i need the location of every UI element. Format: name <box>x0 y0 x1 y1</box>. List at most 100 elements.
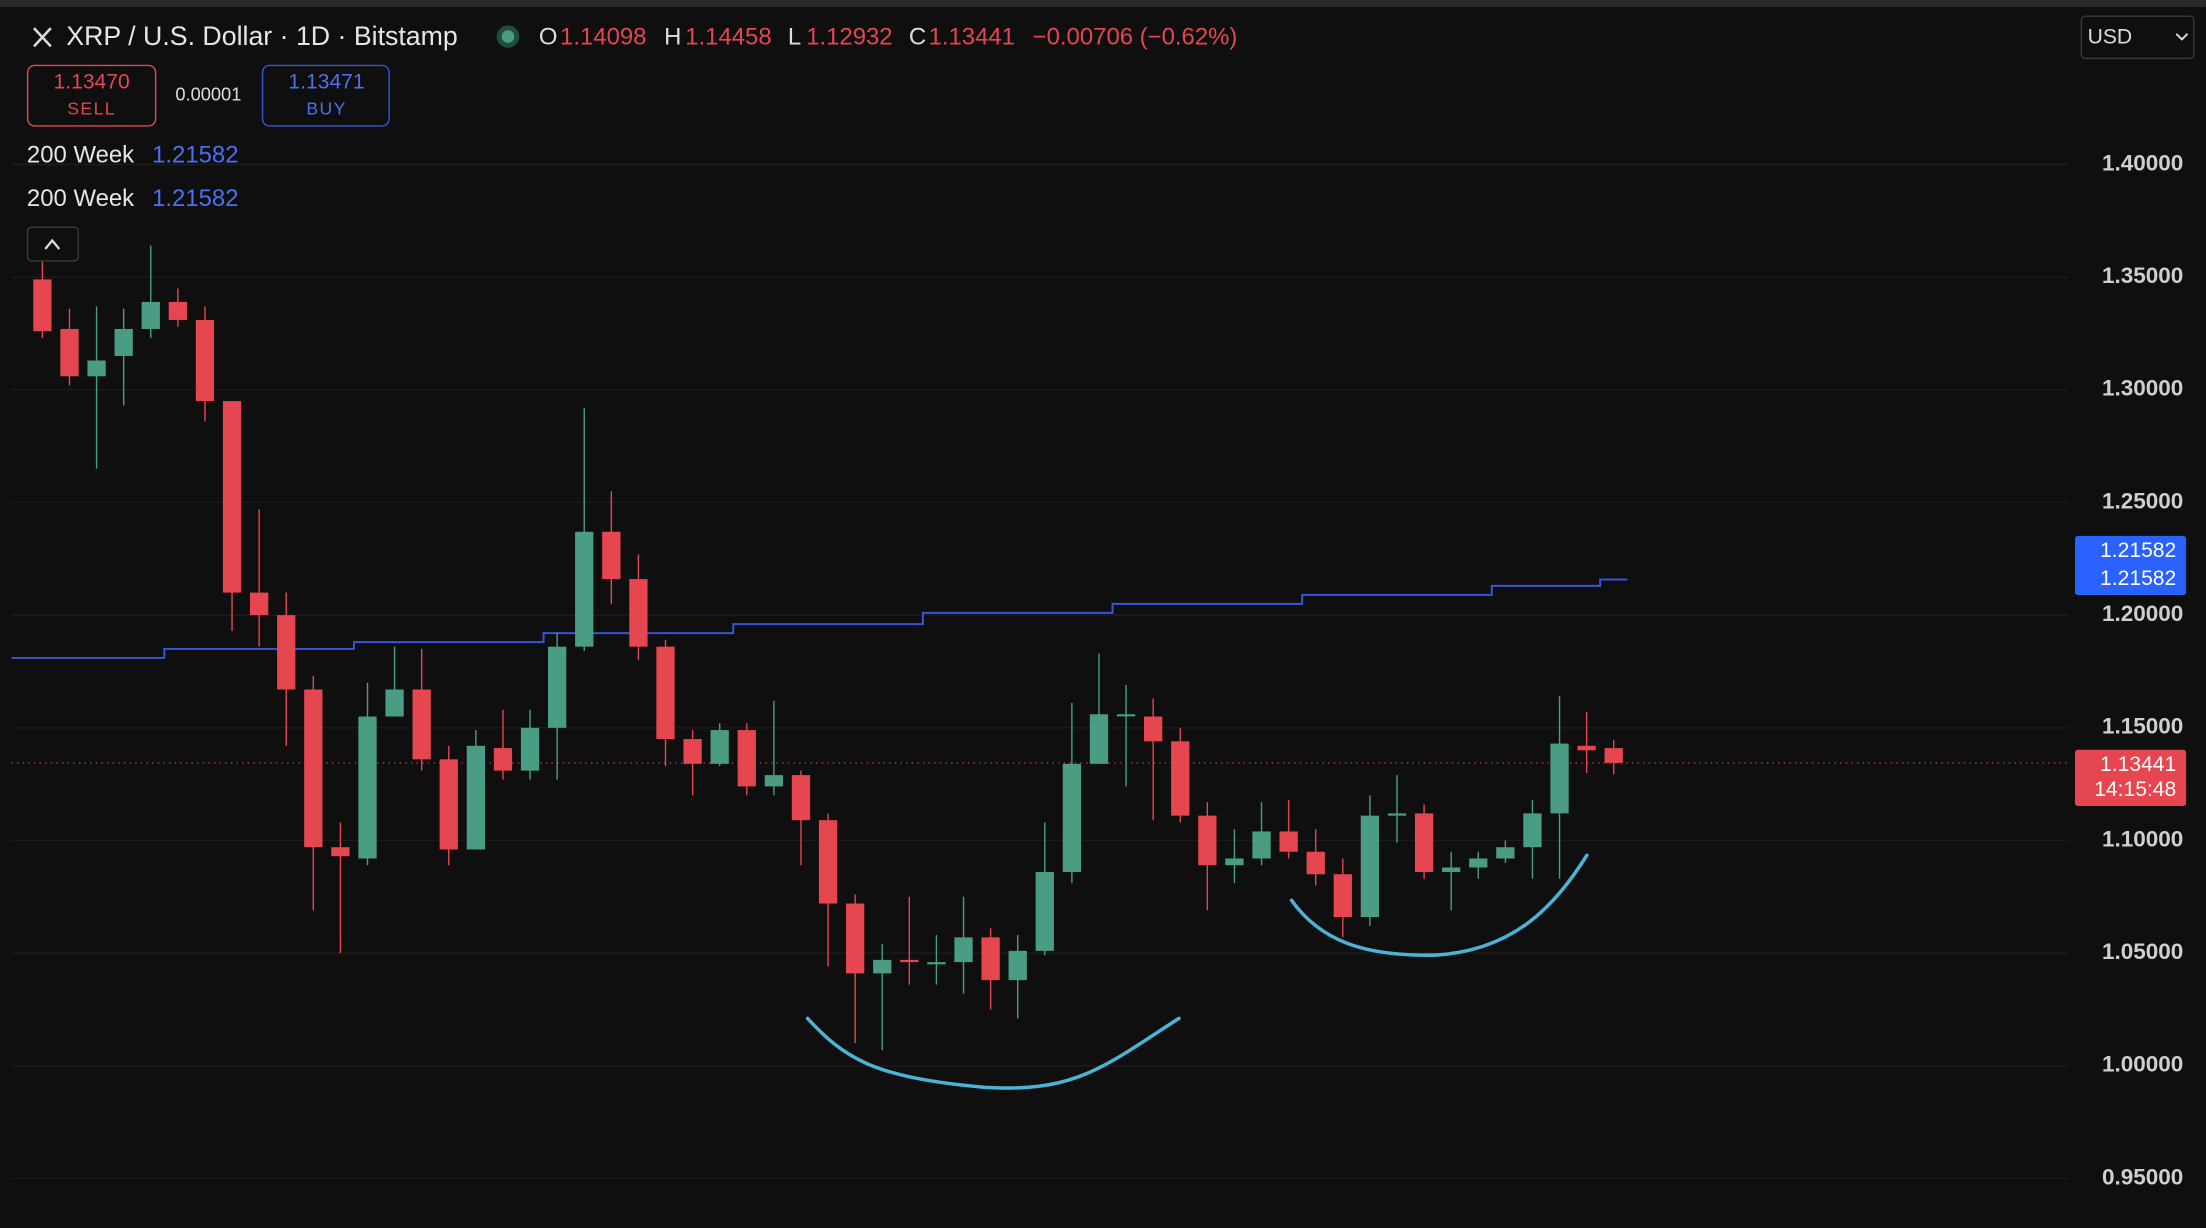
candle-body <box>1089 714 1109 764</box>
candle-body <box>818 820 838 904</box>
y-tick-label: 1.15000 <box>2102 714 2183 739</box>
ohlc-key: H <box>664 23 681 50</box>
drawn-curve <box>805 1016 1181 1090</box>
candle-body <box>1171 741 1190 816</box>
buy-button[interactable] <box>261 64 390 127</box>
ohlc-value: 1.14098 <box>560 23 646 50</box>
close-icon[interactable] <box>33 27 52 48</box>
price-scale: 1.40000 1.35000 1.30000 1.25000 1.20000 1.150… <box>2074 150 2187 1189</box>
candle-body <box>602 531 621 580</box>
candle-body <box>1604 748 1623 763</box>
candle-body <box>1225 858 1244 866</box>
ohlc-key: C <box>909 23 926 50</box>
candle-body <box>60 328 79 377</box>
candle-body <box>1496 847 1515 859</box>
y-tick-label: 1.20000 <box>2102 601 2183 626</box>
sell-button[interactable] <box>26 64 157 127</box>
candle-body <box>141 301 160 329</box>
candle-body <box>1144 716 1163 742</box>
candle-body <box>1008 950 1027 981</box>
candle-body <box>466 745 486 850</box>
candle-body <box>1550 743 1569 814</box>
drawn-curve <box>1289 853 1589 957</box>
price-change: −0.00706 (−0.62%) <box>1033 23 1238 50</box>
candle-body <box>1279 831 1298 852</box>
spread: 0.00001 <box>175 83 241 104</box>
candle-body <box>900 959 919 963</box>
countdown-label: 14:15:48 <box>2094 778 2176 801</box>
indicator-value: 1.21582 <box>152 185 238 212</box>
candle-body <box>873 959 892 974</box>
currency-label: USD <box>2088 26 2133 49</box>
candle-body <box>927 962 946 965</box>
y-tick-label: 1.00000 <box>2102 1052 2183 1077</box>
plot <box>11 245 2068 1050</box>
indicator-name: 200 Week <box>27 141 134 168</box>
ma-price-label: 1.21582 <box>2100 539 2176 562</box>
candle-body <box>764 775 784 787</box>
y-tick-label: 1.25000 <box>2102 488 2183 513</box>
candle-body <box>1333 874 1352 918</box>
candle-body <box>629 579 648 647</box>
candle-body <box>1360 815 1380 918</box>
sell-label: SELL <box>67 98 116 118</box>
candle-body <box>114 328 133 357</box>
candle-body <box>358 716 377 859</box>
last-price-badge <box>2074 749 2187 807</box>
symbol-title: XRP / U.S. Dollar · 1D · Bitstamp <box>66 21 457 51</box>
candle-body <box>1442 867 1461 872</box>
candle-body <box>1062 763 1082 872</box>
candle-body <box>520 727 540 771</box>
header: XRP / U.S. Dollar · 1D · Bitstamp O 1.14… <box>26 15 2195 262</box>
candle-body <box>277 615 296 690</box>
y-tick-label: 1.35000 <box>2102 263 2183 288</box>
status-dot <box>501 30 515 43</box>
collapse-button[interactable] <box>26 226 79 262</box>
last-price-label: 1.13441 <box>2100 753 2176 776</box>
candle-body <box>1577 745 1596 751</box>
ohlc-value: 1.12932 <box>806 23 892 50</box>
candle-body <box>1306 851 1325 875</box>
candle-body <box>412 689 431 760</box>
candle-body <box>195 319 215 402</box>
chevron-up <box>44 238 61 250</box>
candle-body <box>1198 815 1217 866</box>
candle-body <box>385 689 404 717</box>
y-tick-label: 1.40000 <box>2102 150 2183 175</box>
ohlc-key: L <box>788 23 801 50</box>
candle-body <box>1252 831 1271 859</box>
ma-price-label: 1.21582 <box>2100 567 2176 590</box>
candle-body <box>846 903 865 974</box>
chevron-down <box>2175 33 2189 41</box>
ohlc-value: 1.13441 <box>929 23 1015 50</box>
candle-body <box>168 301 187 320</box>
currency-select[interactable] <box>2080 15 2195 60</box>
candle-body <box>1116 714 1136 717</box>
candle-body <box>710 730 729 764</box>
buy-price: 1.13471 <box>288 71 364 94</box>
top-border <box>0 0 2206 8</box>
candle-body <box>547 646 567 728</box>
candle-body <box>1414 813 1434 872</box>
sell-price: 1.13470 <box>54 71 130 94</box>
candle-body <box>1523 813 1542 848</box>
candle-body <box>304 689 323 848</box>
candle-body <box>1469 858 1488 868</box>
candle-body <box>575 531 594 647</box>
indicator-name: 200 Week <box>27 185 134 212</box>
y-tick-label: 0.95000 <box>2102 1164 2183 1189</box>
candle-body <box>683 739 702 764</box>
buy-label: BUY <box>306 98 346 118</box>
candle-body <box>33 279 52 332</box>
indicator-value: 1.21582 <box>152 141 238 168</box>
candle-body <box>439 759 458 850</box>
candle-body <box>87 360 106 377</box>
y-tick-label: 1.05000 <box>2102 939 2183 964</box>
moving-average-line <box>11 578 1628 659</box>
candle-body <box>791 775 811 821</box>
candle-body <box>1387 813 1407 816</box>
candle-body <box>981 937 1000 981</box>
